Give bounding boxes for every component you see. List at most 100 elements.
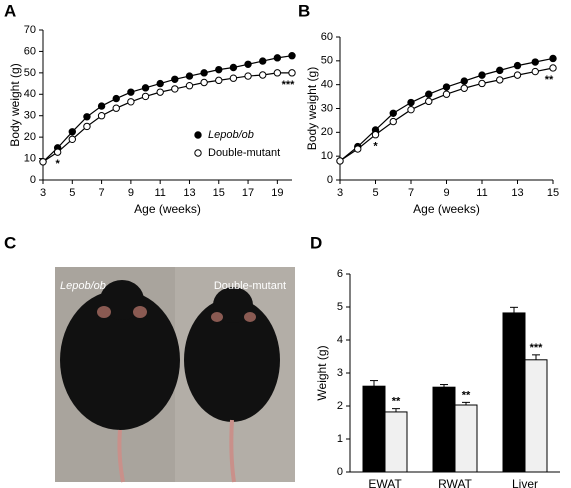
data-point — [389, 109, 397, 117]
significance: ** — [462, 389, 471, 401]
data-point — [496, 66, 504, 75]
y-tick-label: 30 — [321, 102, 333, 114]
mouse-head — [100, 280, 144, 320]
data-point — [244, 60, 252, 68]
x-tick-label: 11 — [476, 187, 487, 199]
y-tick-label: 50 — [24, 67, 36, 79]
data-point — [407, 105, 415, 114]
significance: *** — [530, 342, 544, 354]
bar — [454, 404, 478, 473]
data-point — [185, 82, 194, 90]
significance: *** — [282, 79, 296, 91]
bar — [384, 411, 408, 473]
legend-marker — [194, 149, 202, 157]
data-point — [171, 75, 179, 83]
x-tick-label: Liver — [512, 477, 538, 488]
data-point — [354, 145, 362, 153]
data-point — [273, 54, 282, 62]
y-tick-label: 6 — [337, 268, 343, 280]
x-tick-label: 13 — [511, 187, 523, 199]
data-point — [513, 71, 522, 79]
series-line — [42, 55, 293, 163]
data-point — [200, 78, 208, 87]
data-point — [53, 148, 62, 156]
data-point — [336, 157, 344, 165]
y-axis-label: Body weight (g) — [305, 67, 319, 150]
y-tick-label: 40 — [24, 88, 36, 100]
data-point — [83, 113, 91, 121]
ear — [244, 312, 256, 322]
ear — [133, 306, 147, 318]
y-tick-label: 20 — [24, 131, 36, 143]
data-point — [460, 77, 468, 85]
tail — [229, 419, 236, 483]
panel-letter: D — [310, 233, 322, 252]
y-tick-label: 10 — [321, 150, 333, 162]
x-tick-label: 9 — [128, 187, 134, 199]
x-axis-label: Age (weeks) — [134, 202, 201, 216]
data-point — [288, 52, 296, 60]
x-tick-label: 5 — [69, 187, 75, 199]
x-tick-label: 15 — [547, 187, 559, 199]
data-point — [83, 122, 91, 131]
data-point — [513, 61, 522, 70]
y-tick-label: 0 — [337, 466, 343, 478]
legend-label: Lepob/ob — [208, 129, 254, 141]
mouse — [60, 290, 180, 430]
data-point — [549, 54, 557, 63]
data-point — [171, 85, 179, 93]
data-point — [259, 71, 267, 79]
data-point — [407, 98, 415, 107]
x-axis-label: Age (weeks) — [413, 202, 480, 216]
data-point — [273, 69, 282, 77]
x-tick-label: EWAT — [368, 477, 402, 488]
y-tick-label: 10 — [24, 152, 36, 164]
series-line — [339, 67, 554, 162]
data-point — [200, 69, 208, 77]
legend-marker — [194, 131, 202, 139]
y-tick-label: 60 — [24, 45, 36, 57]
y-tick-label: 50 — [321, 55, 333, 67]
data-point — [460, 84, 468, 92]
mouse — [184, 298, 280, 422]
data-point — [141, 84, 150, 92]
data-point — [112, 94, 120, 103]
y-tick-label: 3 — [337, 367, 343, 379]
y-tick-label: 20 — [321, 126, 333, 138]
data-point — [215, 65, 223, 74]
x-tick-label: 7 — [99, 187, 105, 199]
data-point — [478, 71, 486, 79]
data-point — [97, 102, 106, 110]
x-tick-label: 3 — [40, 187, 46, 199]
data-point — [127, 88, 135, 96]
x-tick-label: 19 — [271, 187, 283, 199]
data-point — [478, 79, 486, 88]
x-tick-label: 5 — [372, 187, 378, 199]
ear — [97, 306, 111, 318]
y-tick-label: 1 — [337, 433, 343, 445]
data-point — [371, 131, 380, 139]
data-point — [156, 79, 164, 88]
x-tick-label: 13 — [183, 187, 195, 199]
data-point — [229, 63, 238, 72]
data-point — [496, 76, 504, 84]
y-tick-label: 4 — [337, 334, 343, 346]
data-point — [531, 58, 539, 66]
x-tick-label: 11 — [154, 187, 165, 199]
legend-label: Double-mutant — [208, 147, 280, 159]
x-tick-label: 7 — [408, 187, 414, 199]
y-tick-label: 70 — [24, 24, 36, 36]
data-point — [229, 74, 238, 82]
data-point — [112, 104, 120, 112]
x-tick-label: 9 — [443, 187, 449, 199]
data-point — [141, 92, 150, 101]
bar — [502, 312, 526, 473]
ear — [211, 312, 223, 322]
significance: * — [373, 141, 378, 153]
panel-letter: C — [4, 233, 16, 252]
panel-letter: A — [4, 1, 16, 20]
x-tick-label: RWAT — [438, 477, 472, 488]
photo-label: Double-mutant — [214, 280, 286, 292]
photo-label: Lepob/ob — [60, 280, 106, 292]
